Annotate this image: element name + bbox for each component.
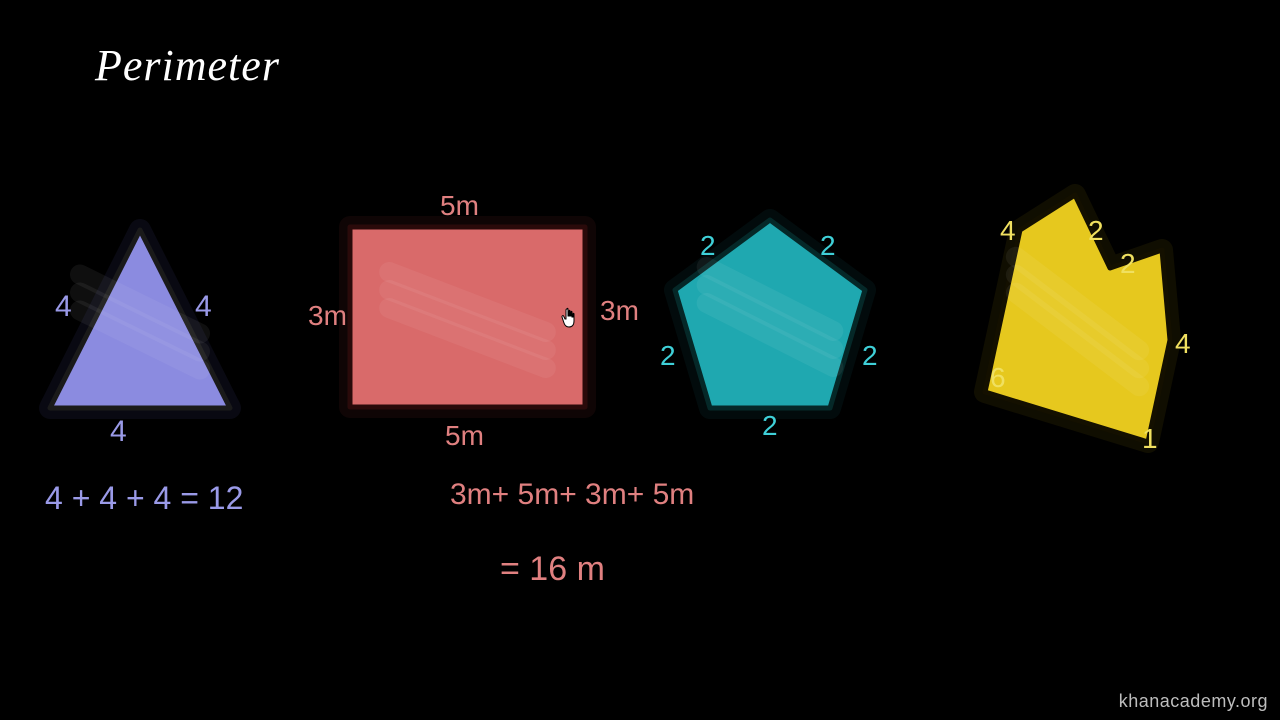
triangle-calc: 4 + 4 + 4 = 12 (45, 480, 243, 517)
rect-calc-line1: 3m+ 5m+ 3m+ 5m (450, 478, 694, 512)
irr-side-2: 2 (1088, 215, 1104, 247)
rect-side-right: 3m (600, 295, 639, 327)
watermark: khanacademy.org (1119, 691, 1268, 712)
triangle-side-a: 4 (55, 290, 72, 324)
rect-calc-line2: = 16 m (500, 550, 605, 589)
pentagon-shape (650, 195, 890, 433)
rectangle-shape (325, 202, 610, 432)
irr-side-3: 2 (1120, 248, 1136, 280)
pent-side-2: 2 (820, 230, 836, 262)
triangle-side-b: 4 (195, 290, 212, 324)
triangle-side-c: 4 (110, 415, 127, 449)
pent-side-5: 2 (660, 340, 676, 372)
irr-side-1: 4 (1000, 215, 1016, 247)
irr-side-6: 6 (990, 362, 1006, 394)
rect-side-bottom: 5m (445, 420, 484, 452)
irr-side-4: 4 (1175, 328, 1191, 360)
rect-side-left: 3m (308, 300, 347, 332)
irr-side-5: 1 (1142, 423, 1158, 455)
rect-side-top: 5m (440, 190, 479, 222)
pent-side-1: 2 (700, 230, 716, 262)
page-title: Perimeter (95, 40, 280, 91)
pent-side-3: 2 (862, 340, 878, 372)
irregular-shape (960, 170, 1195, 467)
pent-side-4: 2 (762, 410, 778, 442)
